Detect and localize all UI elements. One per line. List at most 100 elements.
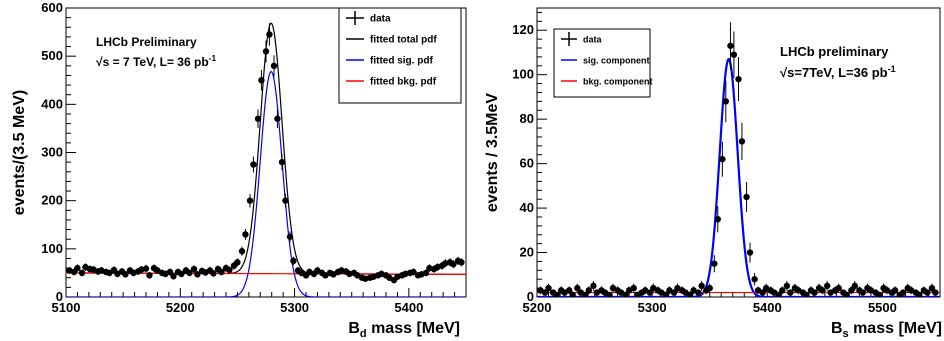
x-tick-label: 5500 (868, 300, 897, 315)
data-point (194, 271, 201, 278)
data-point (238, 248, 246, 255)
data-point (450, 261, 457, 268)
data-point (146, 272, 153, 279)
data-point (823, 282, 831, 290)
x-axis-label-sub: s (843, 328, 849, 340)
y-tick-label: 500 (41, 48, 63, 63)
data-point (553, 291, 560, 297)
data-point (290, 257, 297, 265)
x-tick-label: 5200 (166, 300, 195, 315)
chart-panel-1: 5100 5200 5300 5400 0 100 200 300 400 500 600 event… (11, 0, 467, 340)
data-point (670, 289, 678, 296)
lhcb-label: LHCb Preliminary (96, 35, 197, 49)
data-point (569, 291, 576, 297)
data-point (186, 269, 193, 277)
y-tick-label: 0 (527, 289, 534, 304)
legend-label: data (370, 14, 391, 25)
data-point (190, 265, 198, 273)
data-point (218, 268, 225, 276)
data-point (286, 233, 294, 240)
energy-lumi-sup: -1 (888, 64, 896, 74)
data-point (278, 158, 286, 166)
data-point (848, 287, 855, 294)
data-point (545, 284, 552, 292)
y-tick-label: 60 (520, 156, 534, 171)
plot-area (537, 22, 940, 297)
data-point (719, 155, 726, 163)
sqrt-symbol: √ (96, 55, 103, 69)
energy-lumi-main: s = 7 TeV, L= 36 pb (103, 55, 209, 69)
x-axis-label: Bs mass [MeV] (831, 320, 942, 340)
data-point (106, 269, 113, 277)
data-point (178, 270, 185, 278)
data-point (262, 48, 270, 55)
energy-lumi-label: √s = 7 TeV, L= 36 pb-1 (96, 53, 216, 69)
x-tick-label: 5100 (52, 300, 81, 315)
data-point (787, 289, 794, 296)
y-tick-label: 120 (512, 22, 534, 37)
x-axis-label-main: B (831, 320, 843, 337)
data-point (714, 215, 721, 223)
legend: data fitted total pdf fitted sig. pdf fitte… (338, 7, 462, 104)
data-point (266, 31, 273, 38)
chart-panel-2: 5200 5300 5400 5500 0 20 40 60 80 100 120 events / … (484, 7, 942, 340)
data-point (541, 289, 549, 296)
data-point (899, 289, 907, 296)
data-point (566, 287, 573, 294)
y-tick-label: 300 (41, 145, 63, 160)
data-point (819, 287, 826, 294)
data-point (727, 42, 734, 49)
data-point (932, 289, 939, 296)
data-point (590, 282, 597, 290)
data-point (738, 138, 746, 145)
x-tick-label: 5200 (523, 300, 552, 315)
data-point (122, 271, 129, 278)
data-point (274, 115, 281, 122)
y-axis-label: events / 3.5MeV (484, 93, 501, 213)
legend: data sig. component bkg. component (553, 28, 653, 98)
energy-lumi-label: √s=7TeV, L=36 pb-1 (780, 64, 896, 80)
x-tick-label: 5300 (638, 300, 667, 315)
data-point (226, 266, 233, 274)
data-point (924, 289, 931, 296)
data-point (811, 289, 818, 296)
data-point (835, 284, 842, 292)
energy-lumi-main: s=7TeV, L=36 pb (787, 65, 888, 80)
data-point (851, 282, 858, 290)
data-point (250, 161, 257, 168)
data-point (698, 282, 705, 290)
data-point (751, 276, 758, 283)
y-tick-label: 20 (520, 245, 534, 260)
data-point (242, 231, 249, 238)
legend-label: fitted total pdf (370, 35, 437, 46)
legend-label: sig. component (583, 56, 650, 66)
y-tick-label: 400 (41, 96, 63, 111)
data-point (585, 287, 593, 294)
data-point (74, 264, 81, 272)
x-tick-label: 5300 (280, 300, 309, 315)
legend-label: fitted sig. pdf (370, 56, 433, 67)
data-point (422, 269, 430, 277)
data-point (630, 284, 637, 292)
signal-pdf-curve (66, 70, 466, 297)
legend-label: fitted bkg. pdf (370, 77, 437, 88)
data-point (142, 265, 150, 272)
data-point (282, 197, 289, 204)
data-point (779, 287, 786, 294)
x-axis-label: Bd mass [MeV] (348, 320, 460, 340)
legend-box (338, 7, 462, 104)
data-point (246, 197, 254, 204)
plot-frame (536, 7, 941, 298)
data-point (746, 249, 754, 256)
x-tick-label: 5400 (394, 300, 423, 315)
y-tick-label: 200 (41, 193, 63, 208)
data-point (606, 291, 613, 297)
y-axis-label: events/(3.5 MeV) (11, 90, 28, 215)
x-tick-label: 5400 (753, 300, 782, 315)
data-point (706, 284, 713, 292)
y-tick-label: 0 (56, 289, 63, 304)
data-point (270, 62, 278, 69)
y-tick-label: 600 (41, 0, 63, 15)
data-point (843, 291, 850, 297)
